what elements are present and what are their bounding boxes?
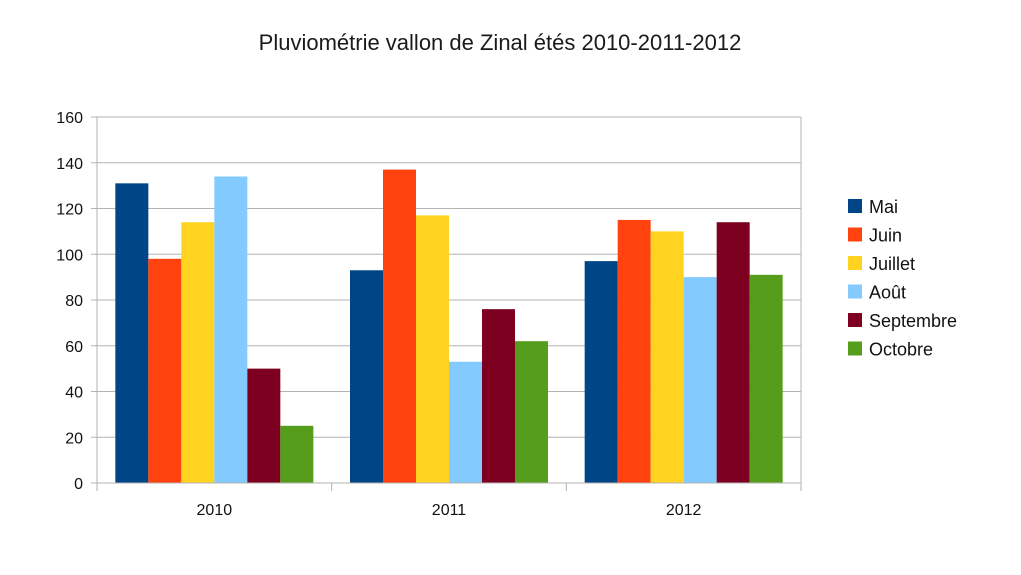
legend-swatch bbox=[848, 256, 862, 270]
legend-swatch bbox=[848, 199, 862, 213]
x-tick-label: 2010 bbox=[197, 502, 233, 519]
x-tick-label: 2012 bbox=[666, 502, 702, 519]
bar-2011-septembre bbox=[482, 309, 515, 483]
bar-2012-juillet bbox=[650, 231, 684, 483]
bars bbox=[115, 169, 783, 484]
legend-swatch bbox=[848, 341, 862, 356]
legend-label: Mai bbox=[869, 197, 898, 217]
bar-2011-octobre bbox=[515, 341, 548, 483]
bar-2010-juillet bbox=[181, 222, 215, 483]
legend-label: Juin bbox=[869, 226, 902, 246]
bar-2012-octobre bbox=[749, 274, 783, 483]
y-tick-label: 80 bbox=[65, 293, 83, 310]
bar-2011-ao-t bbox=[449, 361, 482, 483]
x-tick-labels: 2010 2011 2012 bbox=[197, 502, 702, 519]
y-tick-label: 20 bbox=[65, 430, 83, 447]
bar-2010-ao-t bbox=[214, 176, 248, 483]
y-tick-label: 100 bbox=[56, 247, 83, 264]
bar-2012-juin bbox=[617, 219, 651, 483]
y-tick-label: 140 bbox=[56, 156, 83, 173]
bar-2010-octobre bbox=[280, 425, 314, 483]
y-tick-labels: 0 20 40 60 80 100 120 140 160 bbox=[56, 110, 83, 493]
y-tick-label: 160 bbox=[56, 110, 83, 127]
x-tick-label: 2011 bbox=[432, 502, 467, 519]
bar-2010-mai bbox=[115, 183, 149, 483]
legend-label: Septembre bbox=[869, 311, 957, 331]
bar-2010-septembre bbox=[247, 368, 281, 483]
y-tick-label: 60 bbox=[65, 339, 83, 356]
bar-2012-mai bbox=[584, 261, 618, 483]
bar-2011-juillet bbox=[416, 215, 449, 484]
legend-label: Juillet bbox=[869, 254, 915, 274]
bar-2011-juin bbox=[383, 169, 416, 484]
legend-swatch bbox=[848, 313, 862, 327]
legend-swatch bbox=[848, 227, 862, 242]
legend: Mai Juin Juillet Août Septembre Octobre bbox=[848, 197, 957, 360]
bar-2010-juin bbox=[148, 258, 182, 483]
bar-2012-ao-t bbox=[683, 277, 717, 483]
y-tick-label: 120 bbox=[56, 202, 83, 219]
legend-label: Octobre bbox=[869, 340, 933, 360]
y-tick-label: 40 bbox=[65, 385, 83, 402]
bar-2012-septembre bbox=[716, 222, 750, 483]
axes bbox=[91, 116, 802, 491]
legend-label: Août bbox=[869, 283, 906, 303]
bar-2011-mai bbox=[350, 270, 383, 483]
chart-title: Pluviométrie vallon de Zinal étés 2010-2… bbox=[258, 30, 742, 55]
y-tick-label: 0 bbox=[74, 476, 83, 493]
legend-swatch bbox=[848, 284, 862, 299]
